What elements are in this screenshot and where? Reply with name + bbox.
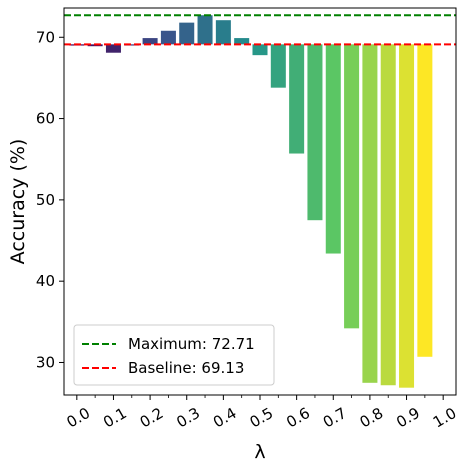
x-tick-label: 0.1 — [100, 404, 130, 432]
bar — [399, 44, 415, 388]
bar — [417, 44, 433, 357]
x-tick-label: 0.0 — [63, 404, 93, 432]
bar — [252, 44, 268, 56]
bar — [270, 44, 286, 88]
bar — [325, 44, 341, 254]
bar — [197, 15, 213, 45]
x-tick-label: 0.4 — [210, 404, 240, 432]
x-tick-label: 0.3 — [173, 404, 203, 432]
y-tick-label: 60 — [36, 110, 55, 128]
bar — [380, 44, 396, 386]
x-tick-label: 0.8 — [357, 404, 387, 432]
x-tick-label: 0.6 — [283, 404, 313, 432]
x-tick-label: 0.7 — [320, 404, 350, 432]
legend-entry: Baseline: 69.13 — [128, 359, 244, 377]
legend: Maximum: 72.71 Baseline: 69.13 — [73, 324, 275, 386]
bar — [234, 38, 250, 45]
x-tick-label: 0.9 — [393, 404, 423, 432]
x-tick-label: 0.2 — [137, 404, 167, 432]
bar — [215, 20, 231, 45]
legend-frame — [73, 324, 275, 386]
bar — [362, 44, 378, 383]
bars-layer — [69, 15, 433, 388]
y-axis-ticks: 30 40 50 60 70 — [36, 28, 64, 371]
bar — [160, 30, 176, 45]
y-tick-label: 40 — [36, 272, 55, 290]
x-tick-label: 1.0 — [430, 404, 460, 432]
y-tick-label: 50 — [36, 191, 55, 209]
bar — [179, 22, 195, 45]
y-axis-label: Accuracy (%) — [7, 139, 29, 265]
reference-lines — [64, 14, 456, 46]
bar — [105, 44, 121, 53]
y-tick-label: 30 — [36, 353, 55, 371]
y-tick-label: 70 — [36, 28, 55, 46]
bar — [344, 44, 360, 329]
x-axis-label: λ — [254, 441, 265, 463]
x-axis-ticks: 0.0 0.1 0.2 0.3 0.4 0.5 0.6 0.7 0.8 0.9 1.0 — [63, 395, 460, 432]
bar — [124, 44, 140, 46]
bar — [142, 38, 158, 45]
x-tick-label: 0.5 — [247, 404, 277, 432]
legend-entry: Maximum: 72.71 — [128, 335, 255, 353]
bar — [289, 44, 305, 154]
bar — [307, 44, 323, 221]
